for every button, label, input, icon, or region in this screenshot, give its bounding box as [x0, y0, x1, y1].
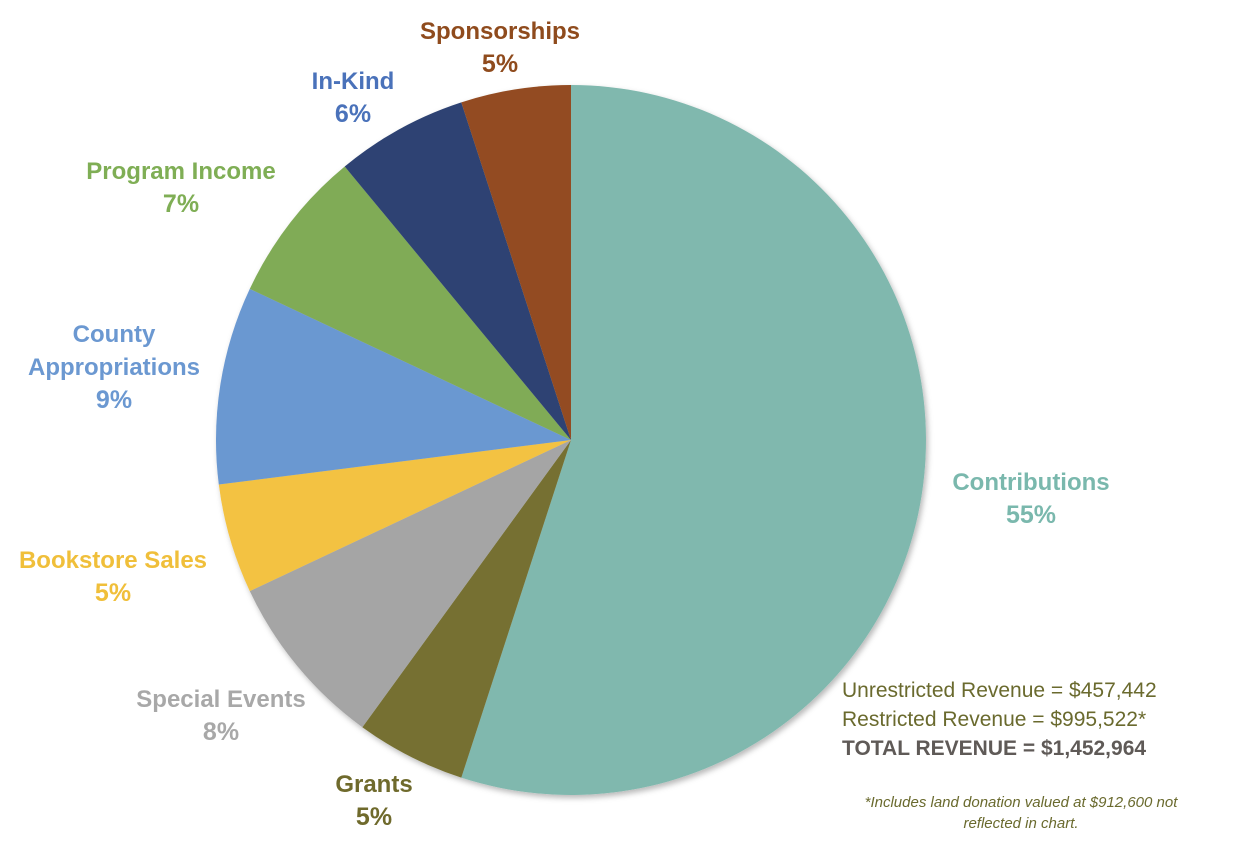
slice-name-label: Grants [335, 771, 412, 798]
label-contributions: Contributions 55% [952, 469, 1109, 529]
label-special-events: Special Events 8% [136, 686, 305, 746]
slice-percent-label: 5% [95, 579, 131, 607]
pie-slice-sponsorships [461, 85, 571, 440]
slice-percent-label: 7% [163, 190, 199, 218]
footnote-line-1: *Includes land donation valued at $912,6… [864, 794, 1178, 811]
total-revenue: TOTAL REVENUE = $1,452,964 [842, 737, 1147, 760]
pie-slice-program-income [249, 166, 572, 440]
label-grants: Grants 5% [335, 771, 412, 831]
footnote: *Includes land donation valued at $912,6… [838, 792, 1204, 834]
label-program-income: Program Income 7% [86, 158, 275, 218]
slice-name-label: Sponsorships [420, 18, 580, 45]
slice-percent-label: 9% [96, 386, 132, 414]
slice-percent-label: 55% [1006, 501, 1056, 529]
slice-percent-label: 5% [356, 803, 392, 831]
slice-name-label: Special Events [136, 686, 305, 713]
restricted-revenue: Restricted Revenue = $995,522* [842, 708, 1147, 731]
slice-name-label: Appropriations [28, 354, 200, 381]
pie-slice-in-kind [344, 102, 571, 441]
slice-name-label: Bookstore Sales [19, 547, 207, 574]
pie-slices [216, 85, 926, 795]
slice-percent-label: 5% [482, 50, 518, 78]
slice-name-label: County [73, 321, 156, 348]
label-sponsorships: Sponsorships 5% [420, 18, 580, 78]
pie-labels: Contributions 55% Grants 5% Special Events 8%… [19, 18, 1110, 831]
revenue-summary: Unrestricted Revenue = $457,442 Restrict… [842, 676, 1222, 763]
slice-name-label: In-Kind [312, 68, 395, 95]
pie-slice-county-appropriations [216, 288, 572, 485]
pie-slice-contributions [461, 85, 926, 795]
footnote-line-2: reflected in chart. [963, 815, 1079, 832]
label-county-appropriations: County Appropriations 9% [28, 321, 200, 414]
label-bookstore-sales: Bookstore Sales 5% [19, 547, 207, 607]
slice-percent-label: 6% [335, 100, 371, 128]
pie-slice-bookstore-sales [218, 440, 572, 592]
slice-percent-label: 8% [203, 718, 239, 746]
unrestricted-revenue: Unrestricted Revenue = $457,442 [842, 679, 1157, 702]
pie-slice-grants [362, 440, 571, 778]
slice-name-label: Contributions [952, 469, 1109, 496]
slice-name-label: Program Income [86, 158, 275, 185]
label-in-kind: In-Kind 6% [312, 68, 395, 128]
pie-slice-special-events [249, 440, 572, 728]
